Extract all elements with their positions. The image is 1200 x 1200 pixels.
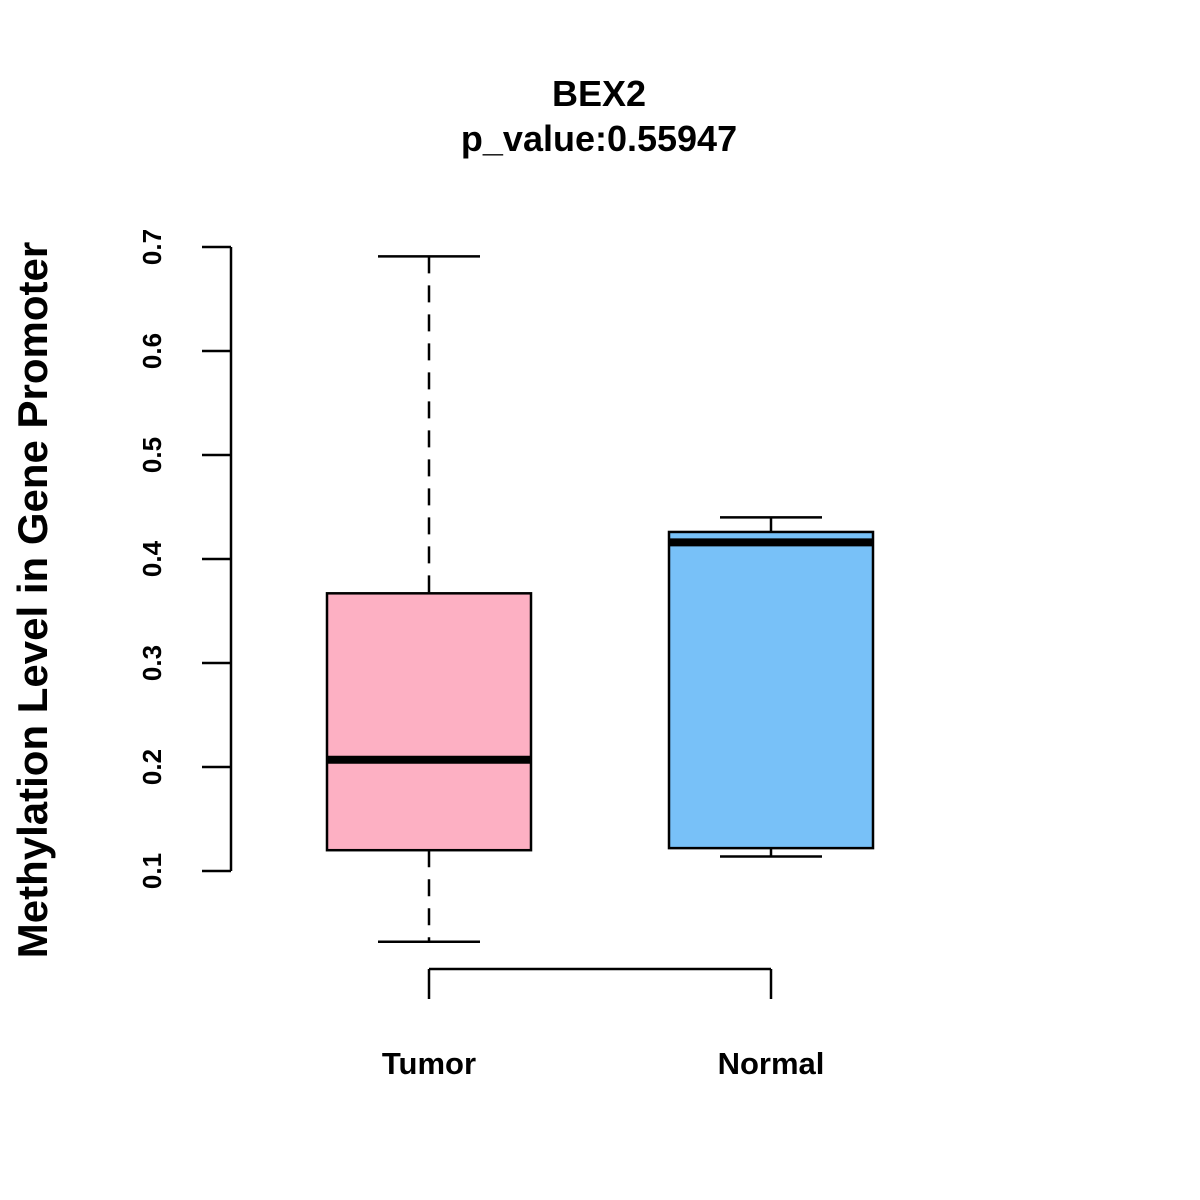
chart-title: BEX2 [552,73,646,114]
y-tick-label: 0.3 [137,645,167,681]
box-iqr [667,530,875,850]
boxes [325,255,875,943]
y-tick-label: 0.4 [137,540,167,577]
x-category-label: Tumor [382,1046,476,1081]
box-normal [667,516,875,858]
y-tick-label: 0.1 [137,853,167,889]
box-tumor [325,255,533,943]
x-axis: Tumor Normal [382,967,825,1081]
y-tick-label: 0.5 [137,437,167,473]
x-category-label: Normal [718,1046,825,1081]
y-axis: 0.1 0.2 0.3 0.4 0.5 0.6 0.7 [137,229,233,889]
box-iqr [325,592,533,852]
y-axis-label: Methylation Level in Gene Promoter [9,242,56,958]
y-tick-label: 0.6 [137,333,167,369]
chart-subtitle: p_value:0.55947 [461,118,737,159]
y-tick-label: 0.7 [137,229,167,265]
y-tick-label: 0.2 [137,749,167,785]
